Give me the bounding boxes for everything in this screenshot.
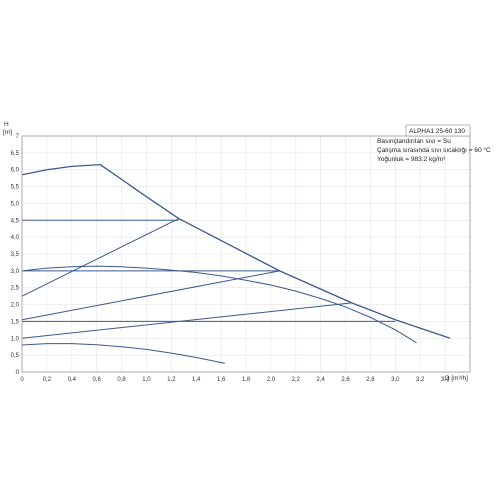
y-tick-label: 5,5: [11, 185, 20, 191]
y-tick-label: 0,5: [11, 353, 20, 359]
plot-frame: [21, 135, 471, 373]
x-tick-label: 0,2: [43, 377, 52, 383]
series-proportional-high: [21, 218, 180, 297]
y-tick-label: 1,5: [11, 319, 20, 325]
x-tick-label: 0,6: [92, 377, 101, 383]
x-tick-label: 1,4: [192, 377, 201, 383]
x-tick-label: 0: [20, 377, 24, 383]
y-axis-title-line1: H: [4, 121, 9, 128]
x-tick-label: 1,0: [142, 377, 151, 383]
y-tick-label: 7: [16, 134, 20, 140]
series-proportional-mid: [21, 270, 280, 321]
info-box-line: Yoğunluk = 983.2 kg/m³: [377, 156, 446, 163]
x-tick-label: 2,6: [341, 377, 350, 383]
y-tick-label: 2,5: [11, 286, 20, 292]
x-tick-label: 0,4: [68, 377, 77, 383]
curve-layer: [21, 163, 451, 364]
y-tick-label: 6,5: [11, 151, 20, 157]
series-proportional-low: [21, 302, 352, 339]
y-tick-label: 4,5: [11, 218, 20, 224]
x-tick-label: 0,8: [117, 377, 126, 383]
tick-labels: 0 0,2 0,4 0,6 0,8 1,0 1,2 1,4 1,6 1,8 2,0 2,2 2,4 2,6…: [11, 134, 450, 383]
x-tick-label: 3,4: [441, 377, 450, 383]
series-max-curve: [21, 163, 451, 339]
y-tick-label: 1,0: [11, 336, 20, 342]
y-tick-label: 4,0: [11, 235, 20, 241]
info-box-model-frame: [405, 124, 471, 137]
y-tick-label: 5,0: [11, 201, 20, 207]
info-box-line: Çalışma sırasında sıvı sıcaklığı = 60 °C: [377, 146, 491, 154]
y-axis-title-line2: [m]: [3, 129, 12, 136]
x-tick-label: 2,0: [267, 377, 276, 383]
series-fixed-speed-1: [21, 343, 225, 364]
x-tick-label: 2,2: [292, 377, 301, 383]
x-axis-title: Q [m³/h]: [445, 375, 469, 382]
x-tick-label: 3,2: [416, 377, 425, 383]
x-tick-label: 1,8: [242, 377, 251, 383]
y-tick-label: 2,0: [11, 303, 20, 309]
info-box-model: ALPHA1 25-60 130: [409, 128, 465, 135]
x-tick-label: 1,2: [167, 377, 176, 383]
y-tick-label: 3,5: [11, 252, 20, 258]
x-tick-label: 3,0: [391, 377, 400, 383]
y-tick-label: 0: [16, 370, 20, 376]
info-box-line: Basınçlandırılan sıvı = Su: [377, 138, 451, 145]
y-tick-label: 3,0: [11, 269, 20, 275]
x-tick-label: 2,4: [316, 377, 325, 383]
x-tick-label: 1,6: [217, 377, 226, 383]
info-box: ALPHA1 25-60 130 Basınçlandırılan sıvı =…: [377, 124, 491, 163]
y-tick-label: 6,0: [11, 168, 20, 174]
x-tick-label: 2,8: [366, 377, 375, 383]
series-fixed-speed-2: [21, 265, 417, 344]
